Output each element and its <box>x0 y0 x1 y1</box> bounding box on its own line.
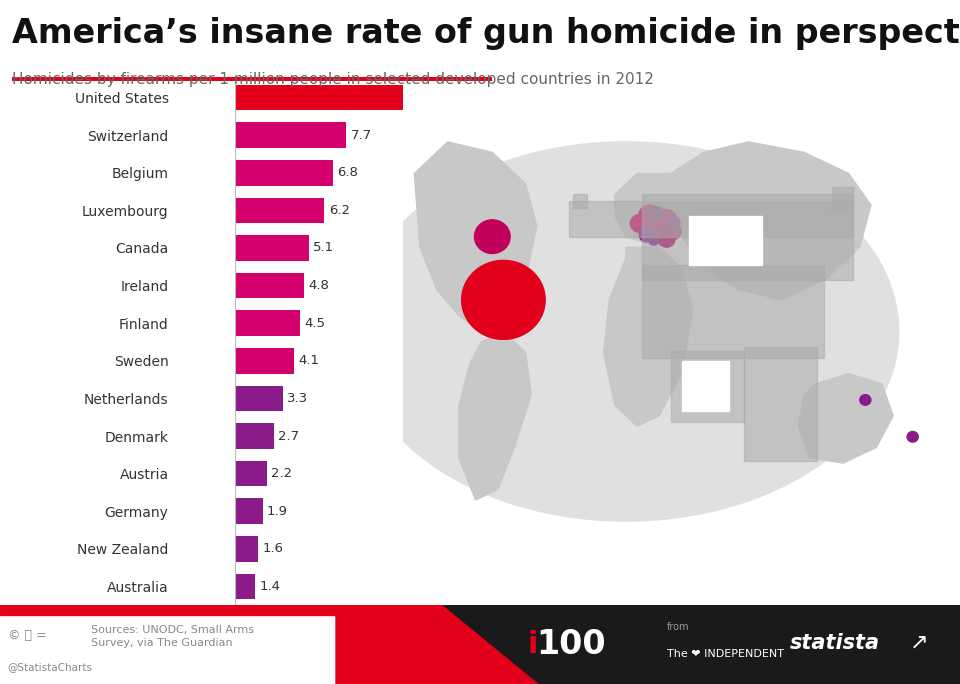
Bar <box>235 235 309 261</box>
Text: 3.3: 3.3 <box>287 392 308 405</box>
FancyBboxPatch shape <box>689 215 762 265</box>
FancyBboxPatch shape <box>682 361 730 411</box>
Text: 2.2: 2.2 <box>271 467 293 480</box>
FancyBboxPatch shape <box>569 201 853 237</box>
Text: 2.7: 2.7 <box>278 430 300 443</box>
Bar <box>235 461 267 486</box>
Circle shape <box>659 231 675 247</box>
Bar <box>235 423 275 449</box>
FancyBboxPatch shape <box>0 605 346 615</box>
Text: 4.8: 4.8 <box>309 279 329 292</box>
Bar <box>235 85 662 110</box>
FancyBboxPatch shape <box>744 347 817 461</box>
Text: ↗: ↗ <box>910 633 929 653</box>
Text: from: from <box>667 622 689 633</box>
Text: 1.6: 1.6 <box>263 542 283 555</box>
Polygon shape <box>415 142 537 332</box>
Circle shape <box>663 223 681 240</box>
Circle shape <box>639 228 654 242</box>
Text: America’s insane rate of gun homicide in perspective: America’s insane rate of gun homicide in… <box>12 17 960 50</box>
Text: 6.8: 6.8 <box>338 166 358 179</box>
Text: 7.7: 7.7 <box>350 129 372 142</box>
Circle shape <box>650 207 663 220</box>
Bar <box>235 536 258 562</box>
Bar <box>235 198 324 223</box>
FancyBboxPatch shape <box>572 194 588 209</box>
Bar <box>235 311 300 336</box>
Text: 4.5: 4.5 <box>304 317 325 330</box>
Circle shape <box>648 220 667 238</box>
Polygon shape <box>614 174 693 247</box>
Polygon shape <box>459 332 531 500</box>
Text: 5.1: 5.1 <box>313 241 334 254</box>
Circle shape <box>860 395 871 405</box>
Circle shape <box>907 432 918 442</box>
Bar <box>235 386 282 411</box>
Circle shape <box>649 235 659 245</box>
Bar <box>235 499 263 524</box>
Polygon shape <box>336 605 538 684</box>
Circle shape <box>669 218 680 228</box>
Text: The ❤ INDEPENDENT: The ❤ INDEPENDENT <box>667 649 784 659</box>
FancyBboxPatch shape <box>642 265 825 358</box>
Circle shape <box>631 215 649 233</box>
Text: 4.1: 4.1 <box>299 354 320 367</box>
FancyBboxPatch shape <box>831 187 853 209</box>
FancyBboxPatch shape <box>671 351 744 422</box>
Circle shape <box>462 261 545 339</box>
Text: 1.9: 1.9 <box>267 505 288 518</box>
Text: @StatistaCharts: @StatistaCharts <box>8 662 93 672</box>
Circle shape <box>653 209 677 233</box>
Polygon shape <box>604 247 693 426</box>
Text: Sources: UNODC, Small Arms
Survey, via The Guardian: Sources: UNODC, Small Arms Survey, via T… <box>91 625 254 648</box>
Bar <box>235 348 294 373</box>
Text: 29.7: 29.7 <box>667 91 697 104</box>
Bar <box>235 574 255 599</box>
Text: 100: 100 <box>537 628 606 661</box>
Polygon shape <box>670 142 871 300</box>
Ellipse shape <box>353 142 899 521</box>
FancyBboxPatch shape <box>642 194 853 280</box>
Bar <box>235 273 304 298</box>
Text: 1.4: 1.4 <box>259 580 280 593</box>
Text: Homicides by firearms per 1 million people in selected developed countries in 20: Homicides by firearms per 1 million peop… <box>12 72 654 87</box>
Text: statista: statista <box>790 633 880 653</box>
Bar <box>235 122 346 148</box>
Bar <box>235 160 333 185</box>
FancyBboxPatch shape <box>413 605 960 684</box>
Text: © ⓘ =: © ⓘ = <box>8 629 46 642</box>
Polygon shape <box>799 373 893 463</box>
Circle shape <box>474 220 510 254</box>
Text: 6.2: 6.2 <box>328 204 349 217</box>
Text: i: i <box>528 630 538 659</box>
Circle shape <box>638 205 661 226</box>
